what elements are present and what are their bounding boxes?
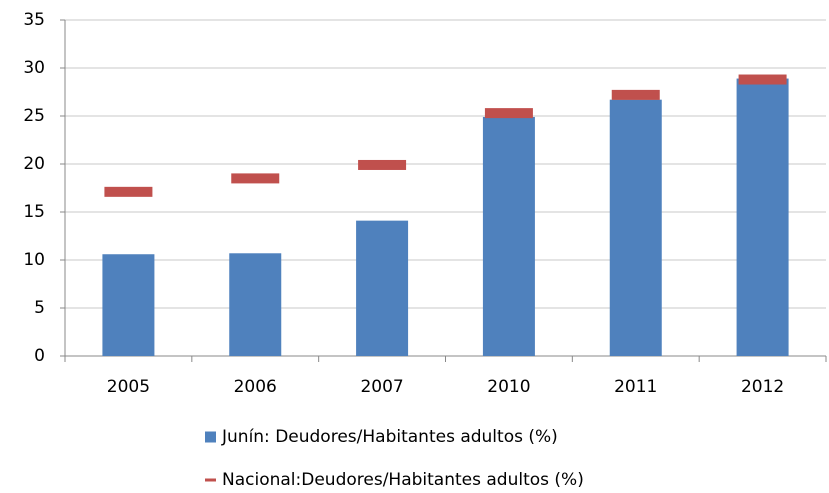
x-tick-label: 2006 [234,377,277,397]
y-tick-label: 35 [23,10,45,30]
dash-marker [484,108,533,119]
bar [356,220,409,356]
y-tick-label: 15 [23,202,45,222]
x-tick-label: 2005 [107,377,150,397]
y-tick-label: 20 [23,154,45,174]
dash-marker [231,173,280,184]
y-tick-label: 0 [34,346,45,366]
bar [609,99,662,357]
bar [102,254,155,356]
x-tick-label: 2010 [487,377,530,397]
dash-marker [358,159,407,170]
x-tick-label: 2012 [741,377,784,397]
bar [229,253,282,356]
legend-label: Nacional:Deudores/Habitantes adultos (%) [222,470,584,490]
x-tick-label: 2011 [614,377,657,397]
y-tick-label: 25 [23,106,45,126]
legend-swatch [205,431,216,443]
dash-marker [738,74,787,85]
y-tick-label: 5 [34,298,45,318]
legend-swatch [205,478,216,482]
y-tick-label: 10 [23,250,45,270]
x-tick-label: 2007 [360,377,403,397]
bar [482,116,535,357]
dash-marker [104,186,153,197]
dash-marker [611,89,660,100]
legend-label: Junín: Deudores/Habitantes adultos (%) [221,427,558,447]
bar [736,78,789,356]
y-tick-label: 30 [23,58,45,78]
